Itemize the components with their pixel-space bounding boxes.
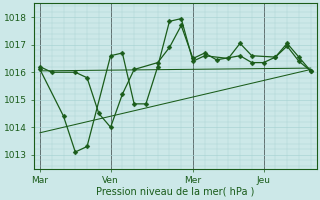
X-axis label: Pression niveau de la mer( hPa ): Pression niveau de la mer( hPa ) bbox=[96, 187, 254, 197]
